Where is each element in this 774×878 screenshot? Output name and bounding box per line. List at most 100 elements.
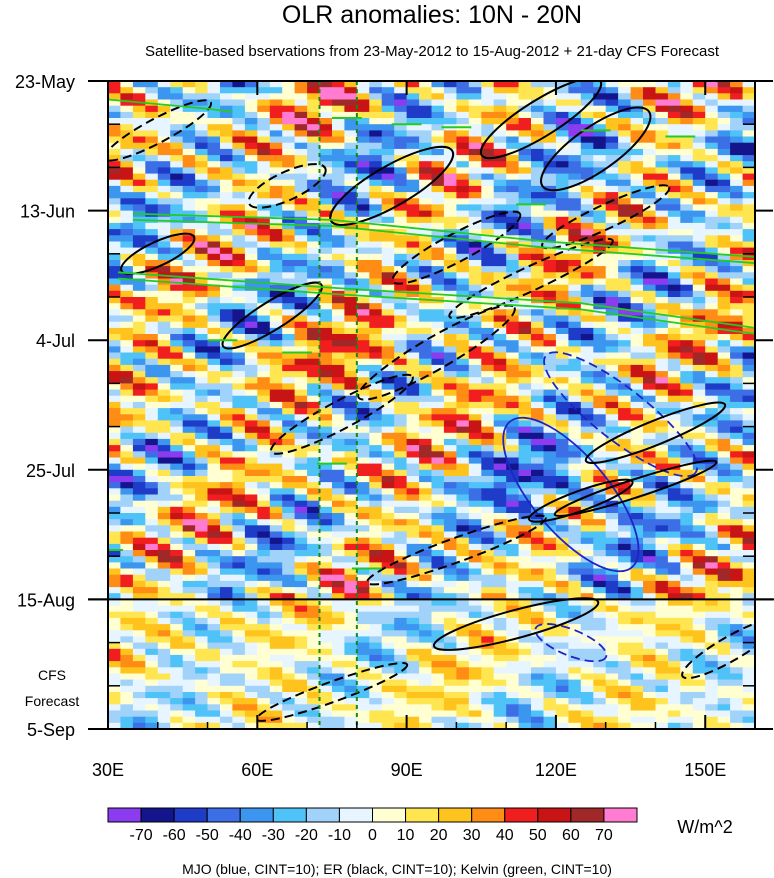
anomaly-cell	[269, 611, 283, 619]
anomaly-cell	[717, 488, 731, 496]
anomaly-cell	[282, 611, 296, 619]
anomaly-cell	[269, 630, 283, 638]
anomaly-cell	[481, 315, 495, 323]
anomaly-cell	[394, 247, 408, 255]
anomaly-cell	[443, 167, 457, 175]
anomaly-cell	[531, 500, 544, 508]
anomaly-cell	[182, 222, 196, 230]
anomaly-cell	[394, 216, 408, 224]
anomaly-cell	[369, 648, 383, 656]
anomaly-cell	[182, 414, 196, 422]
anomaly-cell	[294, 272, 308, 280]
anomaly-cell	[456, 630, 470, 638]
anomaly-cell	[493, 321, 507, 329]
anomaly-cell	[692, 630, 706, 638]
anomaly-cell	[493, 241, 507, 249]
anomaly-cell	[580, 383, 594, 391]
anomaly-cell	[419, 580, 433, 588]
anomaly-cell	[406, 155, 420, 162]
anomaly-cell	[705, 580, 719, 588]
anomaly-cell	[655, 661, 669, 668]
anomaly-cell	[667, 457, 681, 465]
anomaly-cell	[643, 599, 656, 607]
anomaly-cell	[518, 377, 532, 384]
anomaly-cell	[207, 438, 221, 446]
anomaly-cell	[344, 494, 358, 502]
anomaly-cell	[717, 414, 731, 422]
anomaly-cell	[195, 420, 209, 428]
anomaly-cell	[220, 222, 233, 230]
anomaly-cell	[145, 124, 159, 131]
anomaly-cell	[543, 476, 557, 483]
anomaly-cell	[120, 198, 134, 206]
anomaly-cell	[294, 630, 308, 638]
anomaly-cell	[493, 624, 507, 631]
anomaly-cell	[730, 204, 744, 212]
anomaly-cell	[182, 284, 196, 292]
anomaly-cell	[381, 624, 395, 631]
anomaly-cell	[419, 469, 433, 477]
anomaly-cell	[319, 352, 333, 360]
anomaly-cell	[692, 617, 706, 625]
anomaly-cell	[593, 260, 607, 267]
anomaly-cell	[269, 142, 283, 150]
anomaly-cell	[618, 513, 632, 520]
anomaly-cell	[294, 260, 308, 267]
anomaly-cell	[319, 87, 333, 94]
anomaly-cell	[294, 617, 308, 625]
anomaly-cell	[593, 297, 607, 304]
anomaly-cell	[145, 562, 159, 570]
anomaly-cell	[220, 543, 233, 551]
anomaly-cell	[257, 445, 271, 452]
anomaly-cell	[145, 118, 159, 125]
anomaly-cell	[319, 327, 333, 335]
anomaly-cell	[332, 605, 345, 613]
anomaly-cell	[643, 661, 656, 668]
anomaly-cell	[618, 371, 632, 378]
anomaly-cell	[555, 469, 569, 477]
anomaly-cell	[468, 136, 482, 144]
anomaly-cell	[369, 630, 383, 638]
anomaly-cell	[170, 432, 184, 440]
anomaly-cell	[431, 605, 445, 613]
anomaly-cell	[195, 654, 209, 662]
anomaly-cell	[705, 309, 719, 317]
anomaly-cell	[207, 642, 221, 650]
anomaly-cell	[481, 494, 495, 502]
anomaly-cell	[332, 667, 345, 675]
anomaly-cell	[406, 222, 420, 230]
anomaly-cell	[406, 543, 420, 551]
anomaly-cell	[705, 377, 719, 384]
anomaly-cell	[294, 519, 308, 526]
anomaly-cell	[618, 599, 632, 607]
anomaly-cell	[207, 247, 221, 255]
anomaly-cell	[580, 451, 594, 459]
anomaly-cell	[394, 124, 408, 131]
anomaly-cell	[605, 642, 619, 650]
anomaly-cell	[394, 599, 408, 607]
anomaly-cell	[356, 142, 370, 150]
anomaly-cell	[108, 580, 121, 588]
anomaly-cell	[319, 426, 333, 434]
anomaly-cell	[319, 587, 333, 594]
anomaly-cell	[717, 476, 731, 483]
anomaly-cell	[456, 519, 470, 526]
anomaly-cell	[506, 537, 520, 545]
anomaly-cell	[531, 617, 544, 625]
anomaly-cell	[319, 204, 333, 212]
anomaly-cell	[282, 457, 296, 465]
anomaly-cell	[506, 574, 520, 582]
anomaly-cell	[543, 420, 557, 428]
anomaly-cell	[220, 383, 233, 391]
anomaly-cell	[319, 624, 333, 631]
anomaly-cell	[680, 204, 694, 212]
anomaly-cell	[481, 87, 495, 94]
anomaly-cell	[692, 247, 706, 255]
anomaly-cell	[680, 661, 694, 668]
anomaly-cell	[294, 155, 308, 162]
anomaly-cell	[717, 395, 731, 403]
anomaly-cell	[419, 519, 433, 526]
anomaly-cell	[605, 253, 619, 261]
anomaly-cell	[593, 346, 607, 354]
anomaly-cell	[692, 593, 706, 600]
